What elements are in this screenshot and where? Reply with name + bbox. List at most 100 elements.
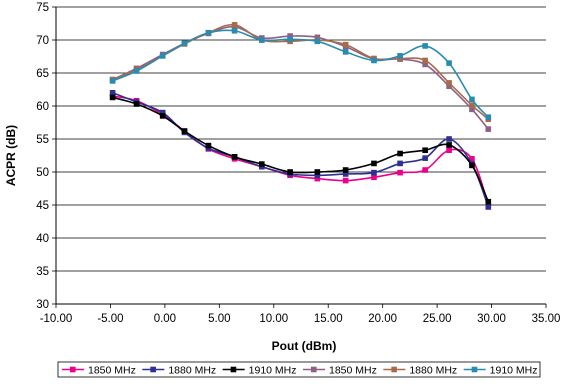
legend-label: 1910 MHz <box>490 364 538 376</box>
data-point-marker <box>446 80 452 86</box>
series-line <box>112 95 490 206</box>
data-point-marker <box>287 33 293 39</box>
legend-label: 1880 MHz <box>409 364 457 376</box>
y-tick-label: 60 <box>36 101 49 113</box>
y-tick-label: 30 <box>36 299 49 311</box>
data-point-marker <box>485 126 492 132</box>
x-tick-label: 5.00 <box>208 313 230 325</box>
data-point-marker <box>181 40 188 47</box>
y-tick-label: 50 <box>36 167 49 179</box>
x-tick-label: 25.00 <box>423 313 452 325</box>
data-point-marker <box>109 94 116 101</box>
data-point-marker <box>342 41 349 48</box>
data-point-marker <box>446 147 452 154</box>
legend-marker-swatch <box>230 366 237 373</box>
legend-marker-swatch <box>391 366 397 373</box>
series-line <box>112 96 490 203</box>
series-lines <box>109 22 492 210</box>
x-tick-label: 15.00 <box>314 313 343 325</box>
data-point-marker <box>422 155 428 161</box>
data-point-marker <box>397 169 403 176</box>
data-point-marker <box>342 167 349 173</box>
data-point-marker <box>342 171 349 177</box>
x-tick-label: 35.00 <box>532 313 561 325</box>
data-point-marker <box>371 174 377 181</box>
data-point-marker <box>314 175 321 182</box>
data-point-marker <box>342 177 349 184</box>
x-tick-label: -10.00 <box>40 313 73 325</box>
legend-box <box>57 361 541 378</box>
y-axis-title: ACPR (dB) <box>4 125 18 186</box>
data-point-marker <box>259 161 265 167</box>
data-point-marker <box>159 53 166 59</box>
data-point-marker <box>446 136 452 142</box>
data-point-marker <box>371 160 377 167</box>
y-tick-label: 70 <box>36 35 49 47</box>
data-point-marker <box>314 38 321 45</box>
series-line <box>112 25 489 130</box>
data-point-marker <box>159 113 166 119</box>
data-point-marker <box>205 29 212 36</box>
series-3 <box>109 94 492 205</box>
series-6 <box>109 27 492 121</box>
data-point-marker <box>446 142 452 148</box>
data-point-marker <box>469 156 475 162</box>
x-axis-title: Pout (dBm) <box>272 339 337 353</box>
axes: 30 35 40 45 50 55 60 65 70 75 -10.00 -5.00 0.00 5.00 1… <box>36 2 560 325</box>
y-tick-label: 45 <box>36 200 49 212</box>
x-tick-label: 10.00 <box>259 313 288 325</box>
data-point-marker <box>422 61 428 68</box>
y-tick-label: 75 <box>36 2 49 14</box>
data-point-marker <box>287 36 293 43</box>
data-point-marker <box>287 169 293 175</box>
data-point-marker <box>485 198 492 205</box>
data-point-marker <box>231 154 238 160</box>
legend: 1850 MHz 1880 MHz 1910 MHz 1850 MHz 1880 MHz… <box>57 361 541 378</box>
gridlines <box>56 6 546 272</box>
data-point-marker <box>109 78 116 84</box>
y-tick-label: 55 <box>36 134 49 146</box>
data-point-marker <box>469 102 475 109</box>
legend-label: 1850 MHz <box>88 364 136 376</box>
data-point-marker <box>397 150 403 157</box>
data-point-marker <box>469 96 475 103</box>
data-point-marker <box>205 142 212 149</box>
legend-marker-swatch <box>471 366 478 373</box>
legend-marker-swatch <box>70 366 76 373</box>
data-point-marker <box>422 147 428 154</box>
y-tick-label: 40 <box>36 233 49 245</box>
data-point-marker <box>133 101 140 107</box>
data-point-marker <box>259 37 265 43</box>
data-point-marker <box>422 57 428 64</box>
data-point-marker <box>422 167 428 173</box>
data-point-marker <box>371 57 377 64</box>
y-tick-label: 35 <box>36 266 49 278</box>
data-point-marker <box>485 204 492 210</box>
data-point-marker <box>159 109 166 116</box>
data-point-marker <box>133 68 140 74</box>
x-tick-label: -5.00 <box>97 313 123 325</box>
data-point-marker <box>469 162 475 169</box>
series-line <box>112 92 490 208</box>
data-point-marker <box>397 53 403 59</box>
legend-marker-swatch <box>311 366 317 373</box>
x-tick-label: 0.00 <box>154 313 176 325</box>
data-point-marker <box>231 27 238 34</box>
x-tick-label: 30.00 <box>477 313 506 325</box>
data-point-marker <box>397 160 403 167</box>
data-point-marker <box>485 114 492 121</box>
data-point-marker <box>446 83 452 89</box>
data-point-marker <box>314 172 321 179</box>
legend-label: 1910 MHz <box>249 364 297 376</box>
data-point-marker <box>181 128 188 134</box>
x-tick-label: 20.00 <box>368 313 397 325</box>
legend-label: 1850 MHz <box>329 364 377 376</box>
legend-label: 1880 MHz <box>168 364 216 376</box>
data-point-marker <box>422 43 428 49</box>
series-line <box>112 29 489 118</box>
data-point-marker <box>231 22 238 28</box>
data-point-marker <box>446 60 452 66</box>
data-point-marker <box>109 90 116 96</box>
